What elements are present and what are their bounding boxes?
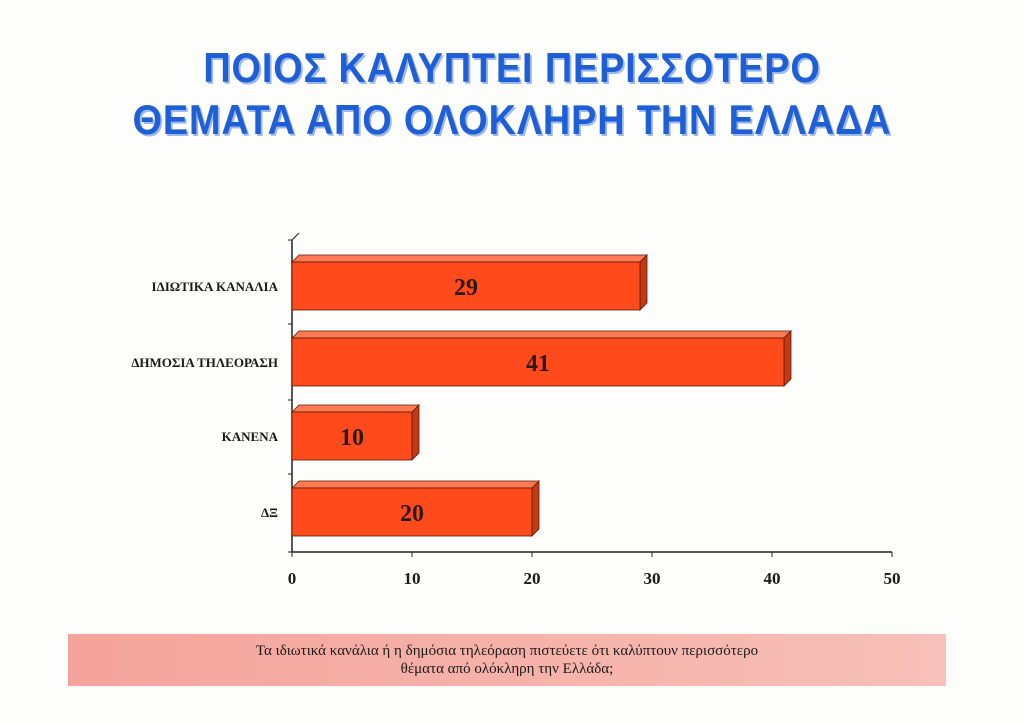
bar-top-0: [291, 254, 648, 263]
bar-value-label-1: 41: [526, 351, 550, 377]
title-line-1: ΠΟΙΟΣ ΚΑΛΥΠΤΕΙ ΠΕΡΙΣΣΟΤΕΡΟ: [203, 44, 821, 91]
bar-top-2: [291, 404, 420, 413]
x-tick-label-0: 0: [288, 569, 297, 588]
question-line-2: θέματα από ολόκληρη την Ελλάδα;: [400, 661, 614, 677]
survey-question: Τα ιδιωτικά κανάλια ή η δημόσια τηλεόρασ…: [68, 634, 946, 686]
x-tick-label-2: 20: [524, 569, 541, 588]
x-tick-label-5: 50: [884, 569, 901, 588]
category-label-1: ΔΗΜΟΣΙΑ ΤΗΛΕΟΡΑΣΗ: [131, 355, 278, 370]
bar-side-3: [531, 480, 540, 537]
bar-top-1: [291, 330, 792, 339]
category-label-3: ΔΞ: [261, 505, 278, 520]
bar-0: [291, 261, 641, 311]
bar-3: [291, 487, 533, 537]
bar-1: [291, 337, 785, 387]
question-line-1: Τα ιδιωτικά κανάλια ή η δημόσια τηλεόρασ…: [255, 643, 759, 659]
category-label-2: ΚΑΝΕΝΑ: [222, 429, 279, 444]
category-label-0: ΙΔΙΩΤΙΚΑ ΚΑΝΑΛΙΑ: [152, 279, 279, 294]
title-line-2: ΘΕΜΑΤΑ ΑΠΟ ΟΛΟΚΛΗΡΗ ΤΗΝ ΕΛΛΑΔΑ: [132, 96, 892, 143]
y-axis-depth-line: [291, 232, 300, 241]
x-tick-label-4: 40: [764, 569, 781, 588]
x-tick-label-3: 30: [644, 569, 661, 588]
bar-2: [291, 411, 413, 461]
bar-side-0: [639, 254, 648, 311]
x-tick-label-1: 10: [404, 569, 421, 588]
bar-value-label-0: 29: [454, 275, 478, 301]
bar-value-label-3: 20: [400, 501, 424, 527]
chart-title: ΠΟΙΟΣ ΚΑΛΥΠΤΕΙ ΠΕΡΙΣΣΟΤΕΡΟ ΘΕΜΑΤΑ ΑΠΟ ΟΛ…: [51, 42, 973, 146]
bar-top-3: [291, 480, 540, 489]
bar-value-label-2: 10: [340, 425, 364, 451]
bar-side-2: [411, 404, 420, 461]
bar-side-1: [783, 330, 792, 387]
